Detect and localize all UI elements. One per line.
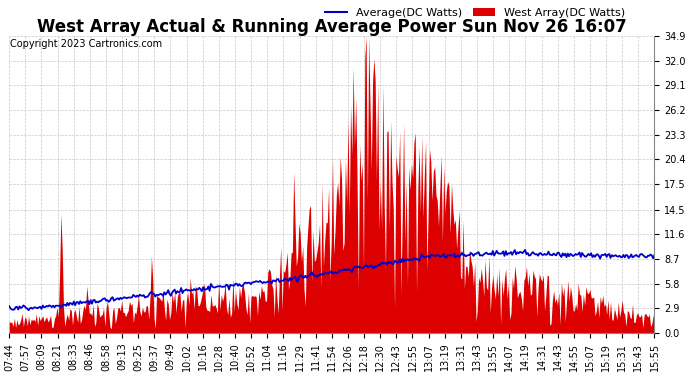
Title: West Array Actual & Running Average Power Sun Nov 26 16:07: West Array Actual & Running Average Powe… <box>37 18 627 36</box>
Text: Copyright 2023 Cartronics.com: Copyright 2023 Cartronics.com <box>10 39 162 50</box>
Legend: Average(DC Watts), West Array(DC Watts): Average(DC Watts), West Array(DC Watts) <box>320 3 629 22</box>
